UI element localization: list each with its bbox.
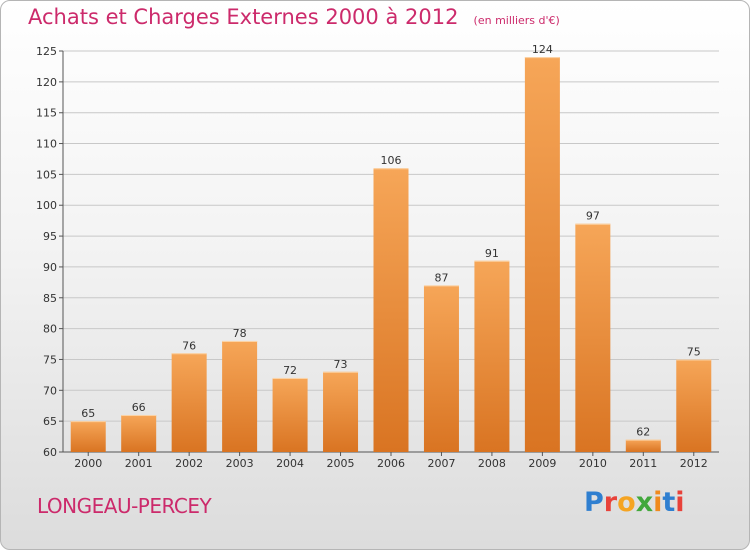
data-label-2012: 75	[687, 345, 701, 358]
x-tick-label-2012: 2012	[680, 457, 708, 470]
data-label-2001: 66	[132, 401, 146, 414]
data-label-2000: 65	[81, 407, 95, 420]
x-tick-label-2002: 2002	[175, 457, 203, 470]
bar-2002	[171, 353, 207, 452]
y-tick-label: 85	[43, 292, 57, 305]
x-tick-label-2010: 2010	[579, 457, 607, 470]
y-tick-label: 70	[43, 384, 57, 397]
data-label-2002: 76	[182, 339, 196, 352]
x-tick-label-2001: 2001	[125, 457, 153, 470]
y-tick-label: 115	[36, 107, 57, 120]
data-label-2011: 62	[636, 426, 650, 439]
chart-title-text: Achats et Charges Externes 2000 à 2012	[28, 5, 459, 29]
x-tick-label-2004: 2004	[276, 457, 304, 470]
chart-title: Achats et Charges Externes 2000 à 2012 (…	[28, 5, 560, 29]
y-tick-label: 105	[36, 168, 57, 181]
bar-2005	[323, 371, 359, 452]
bar-2010	[575, 223, 611, 452]
bar-2000	[70, 421, 106, 452]
bar-2012	[676, 359, 712, 452]
x-tick-label-2008: 2008	[478, 457, 506, 470]
x-tick-label-2006: 2006	[377, 457, 405, 470]
data-label-2006: 106	[381, 154, 402, 167]
bar-2009	[524, 57, 560, 453]
data-label-2005: 73	[334, 358, 348, 371]
bar-2001	[121, 414, 157, 452]
bar-2007	[423, 285, 459, 452]
y-tick-label: 110	[36, 138, 57, 151]
chart-unit: (en milliers d'€)	[473, 14, 560, 27]
x-tick-label-2005: 2005	[327, 457, 355, 470]
data-label-2003: 78	[233, 327, 247, 340]
data-label-2008: 91	[485, 247, 499, 260]
data-label-2007: 87	[434, 271, 448, 284]
y-tick-label: 125	[36, 45, 57, 58]
y-tick-label: 100	[36, 199, 57, 212]
bar-2003	[222, 340, 258, 452]
data-label-2009: 124	[532, 43, 553, 56]
x-tick-label-2007: 2007	[427, 457, 455, 470]
bar-2008	[474, 260, 510, 452]
x-tick-label-2009: 2009	[528, 457, 556, 470]
y-tick-label: 90	[43, 261, 57, 274]
y-tick-label: 95	[43, 230, 57, 243]
y-tick-label: 120	[36, 76, 57, 89]
data-label-2010: 97	[586, 210, 600, 223]
location-label: LONGEAU-PERCEY	[37, 494, 212, 518]
data-label-2004: 72	[283, 364, 297, 377]
y-tick-label: 75	[43, 353, 57, 366]
y-tick-label: 65	[43, 415, 57, 428]
bar-2006	[373, 168, 409, 452]
y-tick-label: 60	[43, 446, 57, 459]
y-tick-label: 80	[43, 323, 57, 336]
bar-2011	[625, 439, 661, 452]
x-tick-label-2003: 2003	[226, 457, 254, 470]
x-tick-label-2000: 2000	[74, 457, 102, 470]
x-tick-label-2011: 2011	[629, 457, 657, 470]
proxiti-logo: Proxiti	[584, 487, 685, 518]
bar-2004	[272, 377, 308, 452]
